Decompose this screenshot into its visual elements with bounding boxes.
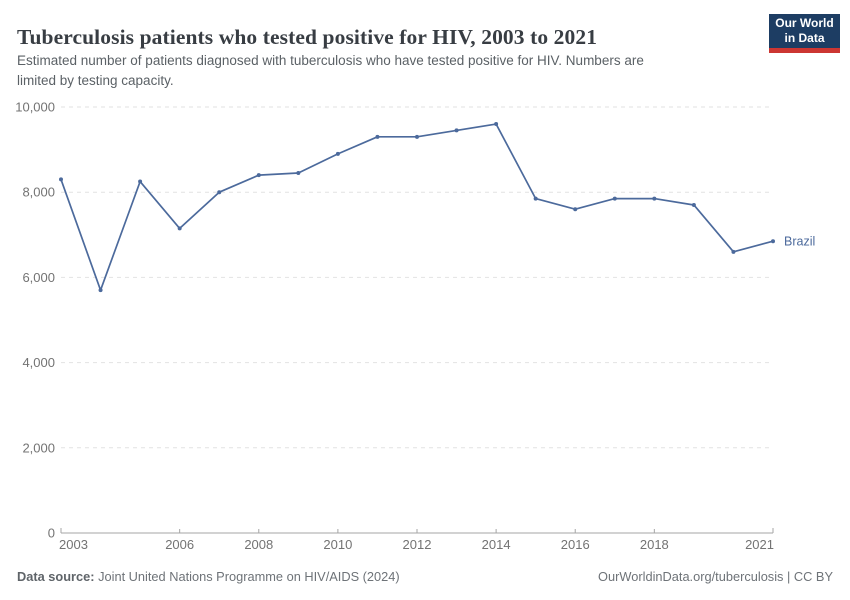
x-axis-tick-label: 2021 (745, 537, 774, 552)
y-axis-tick-label: 4,000 (22, 355, 55, 370)
chart-subtitle: Estimated number of patients diagnosed w… (17, 51, 737, 92)
x-axis-tick-label: 2016 (561, 537, 590, 552)
trend-line[interactable] (60, 123, 774, 292)
y-axis-tick-label: 2,000 (22, 440, 55, 455)
data-point[interactable] (691, 202, 696, 207)
y-axis-tick-label: 6,000 (22, 270, 55, 285)
x-axis-tick-label: 2010 (323, 537, 352, 552)
owid-logo[interactable]: Our World in Data (769, 14, 840, 53)
x-axis-tick-label: 2012 (403, 537, 432, 552)
data-point[interactable] (375, 134, 380, 139)
data-point[interactable] (731, 249, 736, 254)
page-title: Tuberculosis patients who tested positiv… (17, 25, 598, 50)
x-axis-tick-label: 2003 (59, 537, 88, 552)
data-point[interactable] (335, 151, 340, 156)
data-point[interactable] (217, 190, 222, 195)
data-point[interactable] (454, 128, 459, 133)
x-axis-tick-label: 2008 (244, 537, 273, 552)
y-axis-tick-label: 8,000 (22, 185, 55, 200)
data-source-label: Data source: (17, 569, 95, 584)
data-point[interactable] (98, 288, 103, 293)
y-axis-tick-label: 10,000 (15, 100, 55, 115)
data-point[interactable] (771, 239, 775, 244)
data-point[interactable] (652, 196, 657, 201)
owid-logo-line2: in Data (784, 31, 825, 45)
license-link[interactable]: OurWorldinData.org/tuberculosis | CC BY (598, 569, 833, 584)
owid-logo-line1: Our World (775, 16, 834, 31)
data-point[interactable] (494, 122, 499, 127)
owid-logo-text: Our World in Data (775, 16, 833, 45)
data-point[interactable] (573, 207, 578, 212)
data-point[interactable] (533, 196, 538, 201)
chart-subtitle-line1: Estimated number of patients diagnosed w… (17, 53, 644, 68)
x-axis-tick-label: 2018 (640, 537, 669, 552)
data-point[interactable] (138, 179, 143, 184)
x-axis-tick-label: 2006 (165, 537, 194, 552)
data-point[interactable] (415, 134, 419, 139)
chart-subtitle-line2: limited by testing capacity. (17, 73, 174, 89)
data-point[interactable] (296, 171, 301, 176)
data-source-text: Joint United Nations Programme on HIV/AI… (98, 569, 400, 584)
y-axis-tick-label: 0 (48, 526, 55, 541)
data-point[interactable] (59, 177, 63, 182)
x-axis-tick-label: 2014 (482, 537, 511, 552)
data-point[interactable] (256, 173, 261, 178)
data-point[interactable] (177, 226, 182, 231)
series-end-label[interactable]: Brazil (784, 235, 815, 249)
data-point[interactable] (612, 196, 617, 201)
data-source: Data source: Joint United Nations Progra… (17, 569, 400, 584)
chart-footer: Data source: Joint United Nations Progra… (17, 569, 833, 584)
